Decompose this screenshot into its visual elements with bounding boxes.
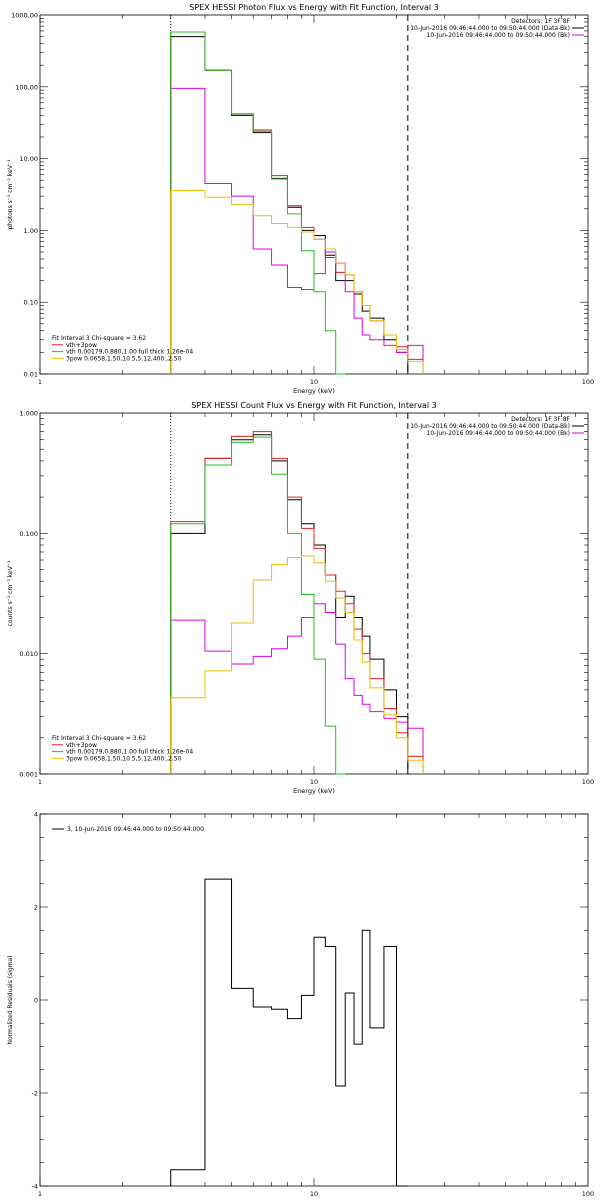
y-tick-label: -4 [32, 1183, 38, 1191]
x-tick-label: 1 [38, 1190, 42, 1198]
series-line-3 [170, 31, 424, 374]
series-line-1 [170, 434, 409, 774]
chart-2: 1 10 100 0.001 0.010 0.100 1.000 SPEX HESSI Cou… [7, 401, 594, 795]
top-right-note: 10-Jun-2016 09:46:44.000 to 09:50:44.000… [427, 32, 570, 39]
legend-entry: 3pow 0.0658,1.50,10.5,5.12,400.,2.50 [66, 755, 182, 762]
y-tick-label: 0.10 [24, 299, 38, 307]
top-right-note: 10-Jun-2016 09:46:44.000 to 09:50:44.000… [427, 430, 570, 437]
x-tick-label: 10 [310, 1190, 318, 1198]
chart-title: SPEX HESSI Count Flux vs Energy with Fit… [191, 401, 436, 410]
y-axis-label: Normalized Residuals (sigma) [7, 955, 14, 1044]
y-tick-label: 0.100 [19, 530, 38, 538]
x-axis-label: Energy (keV) [293, 387, 335, 395]
plot-frame [39, 813, 589, 1187]
legend-entry: Fit Interval 3 Chi-square = 3.62 [52, 335, 146, 342]
series-line-3 [170, 431, 424, 774]
plot-frame [39, 14, 589, 375]
y-axis-label: counts s⁻¹ cm⁻² keV⁻¹ [7, 560, 14, 626]
series-line-1 [170, 36, 409, 374]
legend-entry: vth 0.00179,0.880,1.00 full thick 1.26e-… [66, 349, 193, 356]
series-line-1 [170, 878, 408, 1187]
legend-entry: vth 0.00179,0.880,1.00 full thick 1.26e-… [66, 749, 193, 756]
y-tick-label: 1000.00 [11, 12, 38, 20]
y-tick-label: 0.010 [19, 650, 38, 658]
series-line-5 [170, 555, 424, 774]
legend-entry: 3, 10-Jun-2016 09:46:44.000 to 09:50:44.… [67, 826, 204, 833]
x-tick-label: 10 [310, 778, 318, 786]
y-tick-label: 100.00 [15, 83, 38, 91]
x-tick-label: 100 [582, 378, 594, 386]
x-tick-label: 100 [582, 1190, 594, 1198]
x-tick-label: 1 [38, 378, 42, 386]
legend-entry: vth+3pow [66, 742, 97, 749]
y-tick-label: 2 [34, 904, 38, 912]
top-right-note: 10-Jun-2016 09:46:44.000 to 09:50:44.000… [410, 423, 570, 430]
x-tick-label: 1 [38, 778, 42, 786]
y-tick-label: 1.000 [19, 410, 38, 418]
y-tick-label: 10.00 [19, 155, 38, 163]
y-axis-label: photons s⁻¹ cm⁻² keV⁻¹ [7, 159, 14, 230]
series-line-4 [170, 436, 346, 775]
legend-entry: 3pow 0.0658,1.50,10.5,5.12,400.,2.50 [66, 355, 182, 362]
legend-entry: vth+3pow [66, 342, 97, 349]
chart-title: SPEX HESSI Photon Flux vs Energy with Fi… [189, 3, 439, 12]
y-tick-label: 0.001 [19, 771, 38, 779]
x-axis-label: Energy (keV) [293, 787, 335, 795]
y-tick-label: 4 [34, 811, 38, 819]
y-tick-label: -2 [32, 1090, 38, 1098]
top-right-note: 10-Jun-2016 09:46:44.000 to 09:50:44.000… [410, 25, 570, 32]
chart-1: 1 10 100 0.01 0.10 1.00 10.00 100.00 1000.00 SPEX… [7, 3, 594, 395]
top-right-note: Detectors: 1F 3F 8F [511, 416, 570, 423]
legend-entry: Fit Interval 3 Chi-square = 3.62 [52, 735, 146, 742]
x-tick-label: 10 [310, 378, 318, 386]
y-tick-label: 0.01 [24, 371, 38, 379]
series-line-5 [170, 189, 424, 374]
series-line-2 [170, 603, 424, 774]
y-tick-label: 1.00 [24, 227, 38, 235]
series-line-4 [170, 31, 346, 375]
series-line-2 [170, 87, 424, 374]
top-right-note: Detectors: 1F 3F 8F [511, 18, 570, 25]
y-tick-label: 0 [34, 997, 38, 1005]
plot-frame [39, 412, 589, 775]
x-tick-label: 100 [582, 778, 594, 786]
